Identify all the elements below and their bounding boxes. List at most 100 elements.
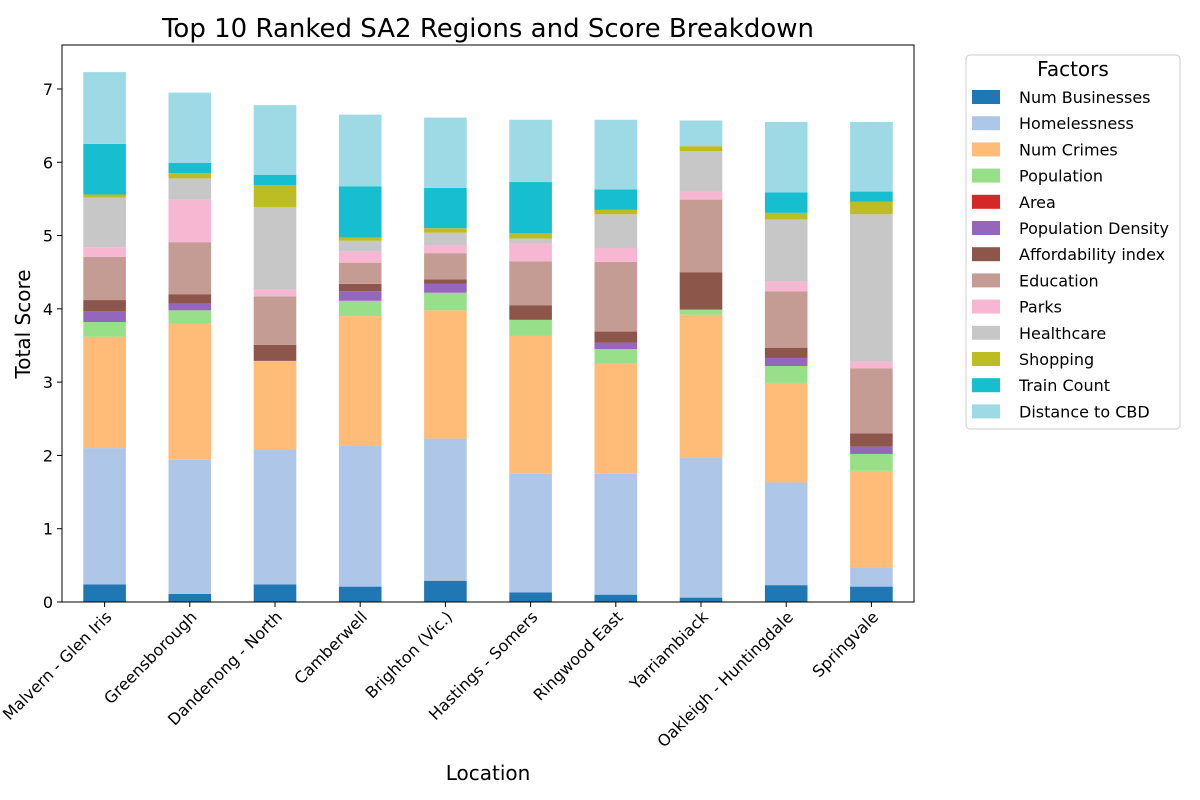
- y-tick-label: 2: [43, 446, 53, 465]
- bar-segment: [509, 119, 552, 183]
- bar-segment: [594, 331, 638, 343]
- y-axis: 0 1 2 3 4 5 6 7: [43, 80, 62, 612]
- bar-segment: [509, 233, 552, 239]
- legend-swatch: [972, 142, 1000, 157]
- bar-segment: [679, 272, 723, 310]
- bar-segment: [83, 247, 126, 257]
- bar-segment: [424, 117, 467, 188]
- bar-segment: [764, 219, 808, 282]
- legend-swatch: [972, 221, 1000, 235]
- bar-segment: [764, 281, 808, 292]
- bar-segment: [594, 261, 638, 332]
- bar-segment: [764, 357, 808, 367]
- bar-segment: [168, 162, 212, 174]
- bar-segment: [168, 593, 212, 602]
- bar-segment: [679, 457, 723, 598]
- bar-segment: [424, 279, 467, 284]
- bar-segment: [168, 459, 212, 594]
- bar-segment: [509, 182, 552, 234]
- legend-swatch: [972, 273, 1000, 288]
- y-tick-label: 1: [43, 520, 53, 539]
- y-tick-label: 3: [43, 373, 53, 392]
- bar-segment: [253, 360, 297, 450]
- bar-segment: [850, 586, 893, 602]
- x-tick-label: Oakleigh - Huntingdale: [653, 607, 797, 751]
- bar-segment: [168, 310, 212, 324]
- bar-segment: [509, 261, 552, 306]
- bar-segment: [679, 146, 723, 152]
- bar-segment: [594, 342, 638, 350]
- bar-segment: [83, 72, 126, 144]
- bar-segment: [168, 294, 212, 304]
- legend-swatch: [972, 90, 1000, 104]
- bar-segment: [850, 361, 893, 369]
- bar-segment: [253, 184, 297, 207]
- legend-label: Affordability index: [1019, 245, 1165, 264]
- bar-segment: [509, 243, 552, 262]
- bar-segment: [253, 289, 297, 297]
- bar-segment: [594, 119, 638, 190]
- legend-swatch: [972, 247, 1000, 262]
- bar-segment: [850, 446, 893, 454]
- bar-segment: [764, 382, 808, 483]
- bar-segment: [338, 186, 382, 238]
- legend-swatch: [972, 299, 1000, 314]
- bar-segment: [424, 228, 467, 233]
- legend-title: Factors: [1037, 57, 1109, 81]
- bar-segment: [338, 237, 382, 241]
- legend-label: Population Density: [1019, 219, 1169, 238]
- bar-segment: [83, 143, 126, 195]
- bar-segment: [338, 445, 382, 587]
- bar-segment: [764, 482, 808, 586]
- chart-title: Top 10 Ranked SA2 Regions and Score Brea…: [161, 14, 814, 44]
- bar-segment: [83, 322, 126, 337]
- x-tick-label: Yarriambiack: [625, 607, 712, 694]
- bar-segment: [338, 262, 382, 284]
- legend-swatch: [972, 194, 1000, 209]
- bar-segment: [253, 449, 297, 585]
- bar-segment: [338, 240, 382, 252]
- legend: Factors Num Businesses Homelessness Num Cr…: [965, 54, 1181, 430]
- legend-frame: [965, 54, 1181, 430]
- bar-segment: [679, 199, 723, 273]
- bar-segment: [168, 323, 212, 460]
- bar-segment: [764, 212, 808, 220]
- bar-segment: [253, 105, 297, 175]
- bar-segment: [338, 283, 382, 292]
- legend-swatch: [972, 168, 1000, 183]
- bar-segment: [679, 597, 723, 602]
- bar-segment: [850, 201, 893, 215]
- bar-segment: [253, 206, 297, 290]
- bar-segment: [764, 192, 808, 213]
- bar-segment: [594, 363, 638, 474]
- bar-segment: [424, 232, 467, 246]
- bar-segment: [83, 311, 126, 323]
- bar-segment: [509, 335, 552, 474]
- bar-segment: [850, 433, 893, 447]
- bar-segment: [338, 114, 382, 187]
- bar-segment: [83, 584, 126, 602]
- x-tick-label: Ringwood East: [530, 607, 627, 704]
- bar-segment: [253, 584, 297, 602]
- legend-label: Num Crimes: [1019, 140, 1118, 159]
- bar-segment: [168, 199, 212, 243]
- bar-segment: [83, 300, 126, 312]
- bar-segment: [424, 310, 467, 439]
- bar-segment: [338, 291, 382, 301]
- x-tick-label: Malvern - Glen Iris: [0, 607, 115, 723]
- legend-swatch: [972, 116, 1000, 131]
- legend-swatch: [972, 352, 1000, 366]
- bar-segment: [509, 592, 552, 602]
- legend-label: Train Count: [1018, 376, 1110, 395]
- x-axis-label: Location: [446, 761, 531, 785]
- legend-label: Healthcare: [1019, 324, 1106, 343]
- bar-segment: [509, 238, 552, 244]
- bar-segment: [850, 470, 893, 568]
- bar-segment: [424, 438, 467, 581]
- bar-segment: [594, 473, 638, 595]
- legend-swatch: [972, 404, 1000, 419]
- legend-label: Parks: [1019, 298, 1062, 317]
- bar-segment: [509, 473, 552, 593]
- legend-swatch: [972, 325, 1000, 340]
- bar-segment: [850, 121, 893, 192]
